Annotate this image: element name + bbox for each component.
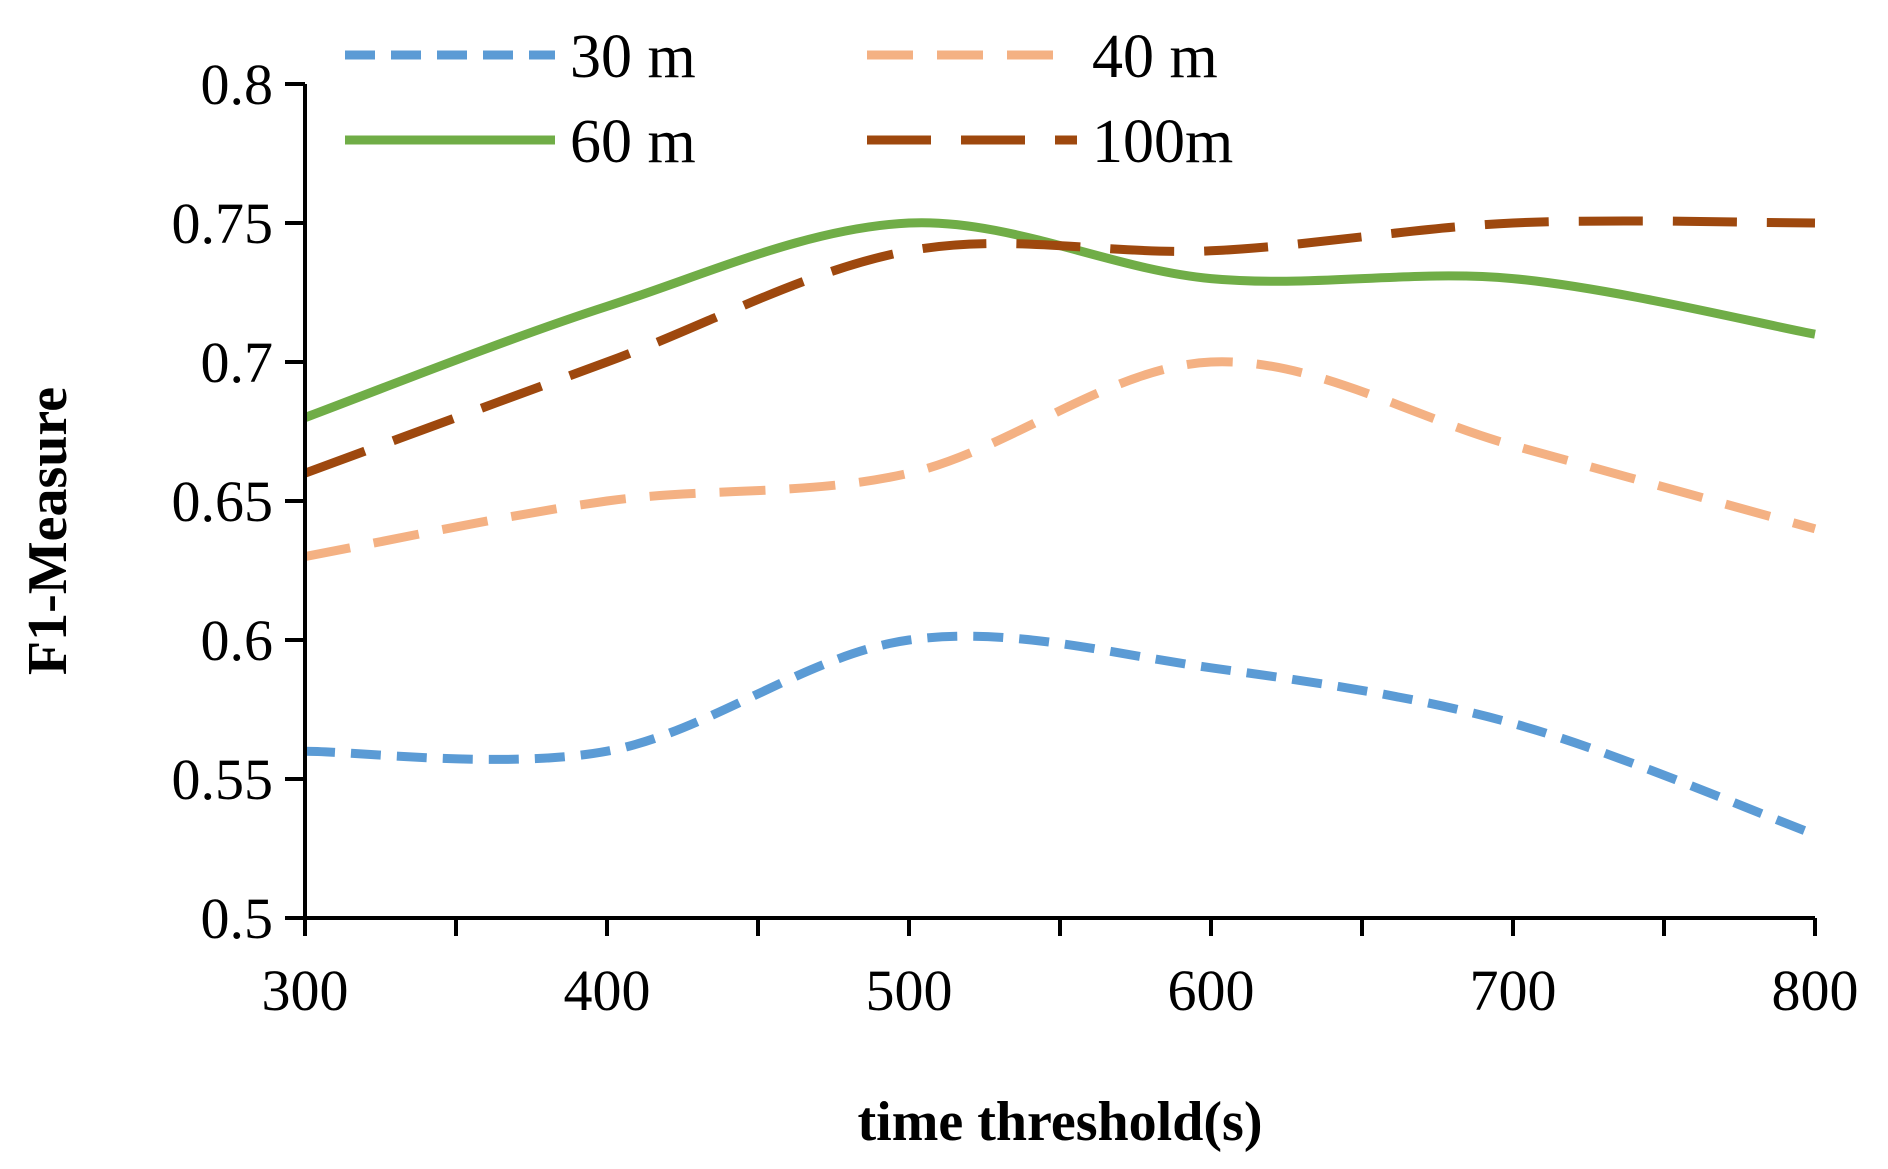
y-tick-label: 0.55: [172, 747, 274, 812]
y-tick-label: 0.65: [172, 469, 274, 534]
y-tick-label: 0.8: [201, 52, 274, 117]
x-tick-label: 500: [866, 958, 953, 1023]
legend: 30 m 40 m 60 m 100m: [345, 23, 1233, 176]
legend-label-100m: 100m: [1092, 108, 1233, 176]
x-axis-title: time threshold(s): [858, 1091, 1263, 1153]
y-axis-title: F1-Measure: [17, 387, 79, 675]
series-line-30m: [304, 631, 1817, 839]
series-line-40m: [304, 357, 1817, 562]
x-tick-label: 700: [1470, 958, 1557, 1023]
y-tick-label: 0.6: [201, 608, 274, 673]
x-tick-label: 300: [262, 958, 349, 1023]
x-tick-label: 400: [564, 958, 651, 1023]
legend-label-40m: 40 m: [1092, 23, 1218, 91]
x-tick-label: 600: [1168, 958, 1255, 1023]
axes: 0.5 0.55 0.6 0.65 0.7 0.75 0.8 300 400 500 600 700…: [172, 52, 1859, 1023]
legend-label-30m: 30 m: [570, 23, 696, 91]
x-axis-ticks: 300 400 500 600 700 800: [262, 918, 1859, 1023]
x-tick-label: 800: [1772, 958, 1859, 1023]
y-tick-label: 0.75: [172, 191, 274, 256]
y-tick-label: 0.7: [201, 330, 274, 395]
y-axis-ticks: 0.5 0.55 0.6 0.65 0.7 0.75 0.8: [172, 52, 305, 951]
y-tick-label: 0.5: [201, 886, 274, 951]
plot-area: [303, 216, 1817, 839]
series-line-100m: [303, 216, 1816, 478]
legend-label-60m: 60 m: [570, 108, 696, 176]
